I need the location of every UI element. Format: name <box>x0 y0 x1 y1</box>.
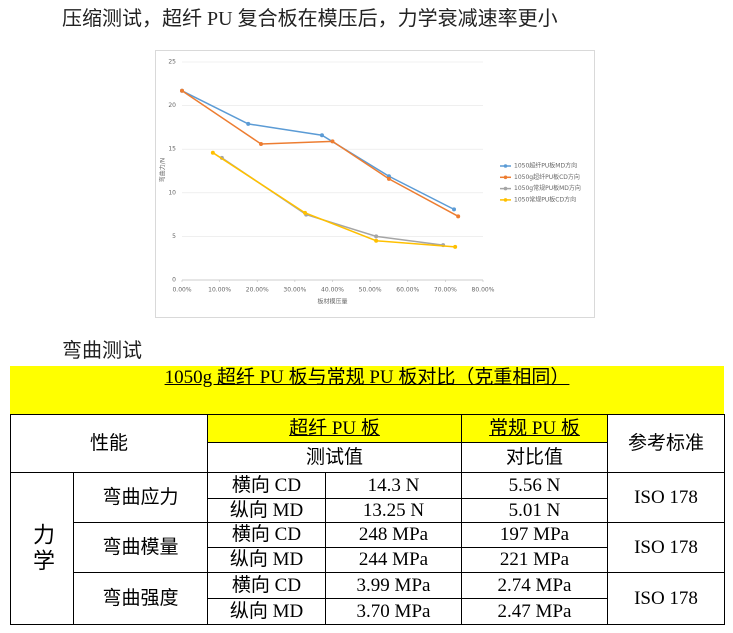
table-cell: 弯曲模量 <box>73 522 208 573</box>
table-cell: 13.25 N <box>325 498 462 523</box>
table-cell: 5.56 N <box>461 472 608 499</box>
series-point <box>330 139 335 144</box>
table-cell: 3.70 MPa <box>325 598 462 625</box>
table-cell: 力学 <box>10 472 74 625</box>
legend-marker <box>503 175 508 180</box>
table: 性能 超纤 PU 板 常规 PU 板 参考标准 测试值 对比值 力学 弯曲应力 横向… <box>10 414 725 625</box>
chart: 0 5 10 15 20 25 0.00% 10.00% 20.00% 30.00% 40.00% 5… <box>155 50 595 318</box>
table-cell: 横向 CD <box>207 522 326 548</box>
x-tick-label: 0.00% <box>172 287 191 294</box>
series-point <box>210 150 215 155</box>
series-point <box>319 133 324 138</box>
series-point <box>452 207 457 212</box>
section-title: 弯曲测试 <box>62 340 142 362</box>
table-blank-row <box>10 390 724 414</box>
series-point <box>246 121 251 126</box>
y-tick-label: 20 <box>168 102 176 109</box>
chart-frame <box>155 50 595 318</box>
legend-label: 1050常规PU板CD方向 <box>514 195 576 203</box>
y-tick-label: 15 <box>168 146 176 153</box>
table-cell: ISO 178 <box>607 572 725 625</box>
table-cell: 3.99 MPa <box>325 572 462 599</box>
legend-marker <box>503 164 508 168</box>
header-cell: 常规 PU 板 <box>461 414 608 443</box>
x-tick-label: 60.00% <box>396 287 419 294</box>
y-tick-label: 25 <box>168 59 176 66</box>
header-cell: 测试值 <box>207 442 462 473</box>
x-tick-label: 70.00% <box>434 287 457 294</box>
table-cell: 纵向 MD <box>207 598 326 625</box>
series-point <box>303 210 308 215</box>
y-tick-label: 0 <box>172 277 176 284</box>
table-cell: 14.3 N <box>325 472 462 499</box>
y-tick-label: 5 <box>172 233 176 240</box>
table-cell: 244 MPa <box>325 547 462 573</box>
y-axis-label: 弯曲力/N <box>159 158 167 183</box>
table-cell: 弯曲强度 <box>73 572 208 625</box>
legend-label: 1050超纤PU板MD方向 <box>514 162 577 170</box>
series-point <box>453 244 458 249</box>
series-point <box>374 238 379 243</box>
header-cell: 超纤 PU 板 <box>207 414 462 443</box>
x-tick-label: 50.00% <box>359 287 382 294</box>
legend-label: 1050g超纤PU板CD方向 <box>514 173 580 181</box>
header-cell: 性能 <box>10 414 208 473</box>
legend-marker <box>503 186 508 191</box>
table-cell: 248 MPa <box>325 522 462 548</box>
legend-marker <box>503 198 508 202</box>
series-point <box>456 214 461 219</box>
table-title: 1050g 超纤 PU 板与常规 PU 板对比（克重相同） <box>10 366 724 390</box>
header-cell: 参考标准 <box>607 414 725 473</box>
table-cell: 纵向 MD <box>207 498 326 523</box>
table-cell: 2.74 MPa <box>461 572 608 599</box>
series-point <box>374 234 379 239</box>
table-cell: 221 MPa <box>461 547 608 573</box>
table-cell: ISO 178 <box>607 472 725 523</box>
series-point <box>259 141 264 146</box>
table-cell: 弯曲应力 <box>73 472 208 523</box>
header-cell: 对比值 <box>461 442 608 473</box>
table-cell: 2.47 MPa <box>461 598 608 625</box>
series-line <box>212 152 456 248</box>
x-tick-label: 30.00% <box>283 287 306 294</box>
table-cell: ISO 178 <box>607 522 725 573</box>
table-cell: 纵向 MD <box>207 547 326 573</box>
x-tick-label: 10.00% <box>208 287 231 294</box>
x-tick-label: 80.00% <box>472 287 495 294</box>
table-cell: 5.01 N <box>461 498 608 523</box>
x-tick-label: 40.00% <box>321 287 344 294</box>
series-point <box>386 176 391 181</box>
heading: 压缩测试，超纤 PU 复合板在模压后，力学衰减速率更小 <box>62 8 558 30</box>
y-tick-label: 10 <box>168 189 176 196</box>
x-tick-label: 20.00% <box>246 287 269 294</box>
table-cell: 横向 CD <box>207 572 326 599</box>
table-cell: 197 MPa <box>461 522 608 548</box>
series-point <box>180 88 184 93</box>
x-axis-label: 板材模压量 <box>317 298 347 306</box>
table-cell: 横向 CD <box>207 472 326 499</box>
legend-label: 1050g常规PU板MD方向 <box>514 184 581 192</box>
